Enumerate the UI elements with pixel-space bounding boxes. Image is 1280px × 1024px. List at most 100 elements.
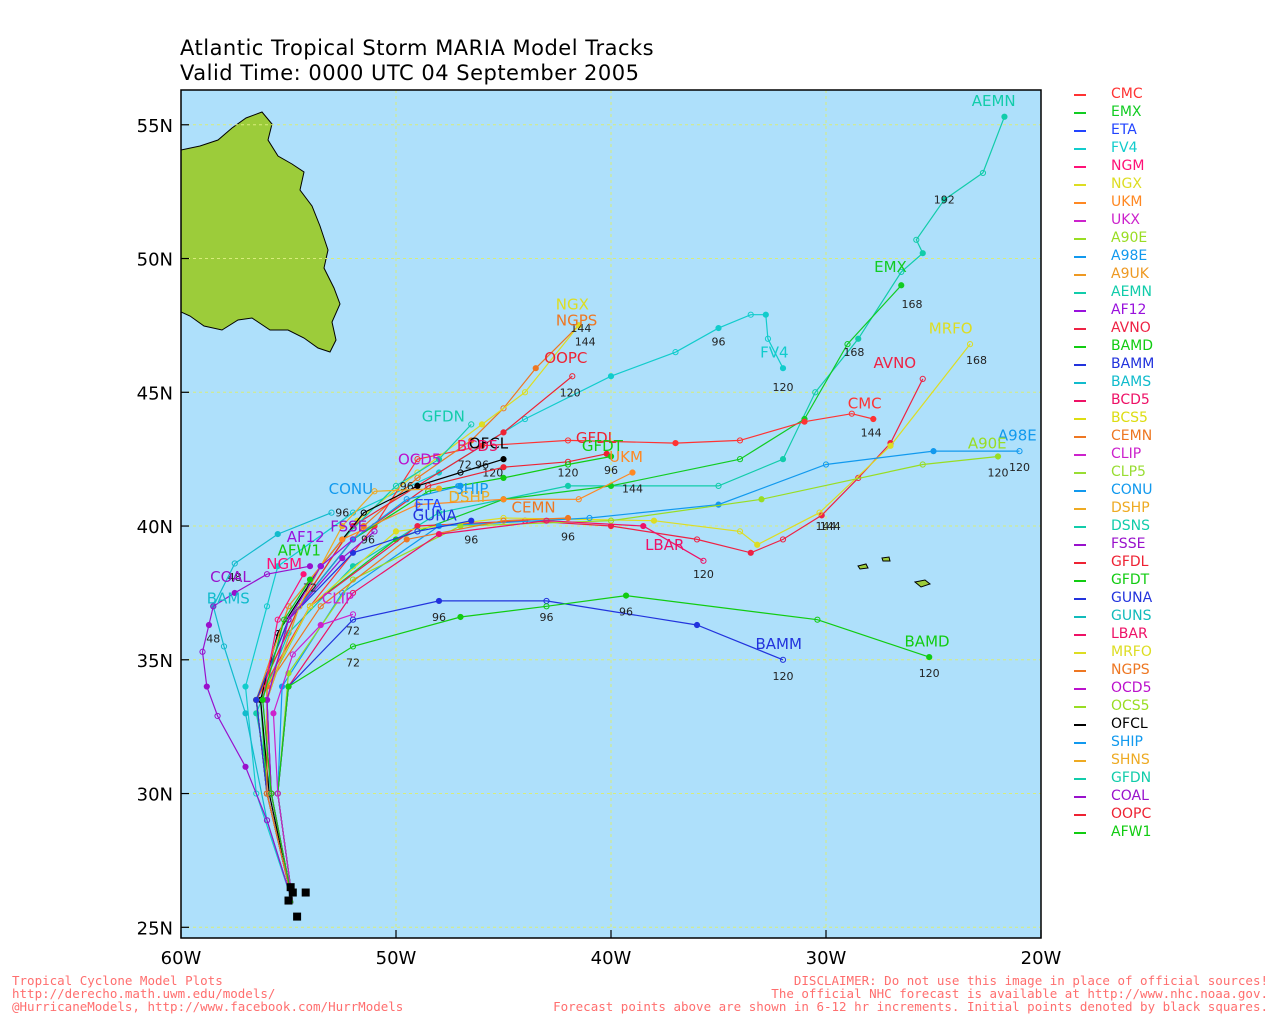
legend-label: ETA [1111,122,1137,138]
footer-url[interactable]: http://derecho.math.uwm.edu/models/ [12,986,276,1001]
forecast-point [754,541,761,548]
forecast-point [715,482,722,490]
forecast-point [468,517,475,524]
forecast-point [586,514,593,522]
legend-swatch [1074,94,1086,96]
legend-item-gfdt: GFDT [1074,572,1264,590]
forecast-hour-label: 96 [335,507,349,520]
forecast-hour-label: 96 [540,611,554,624]
forecast-point [500,474,507,481]
forecast-hour-label: 168 [843,346,864,359]
forecast-point [203,683,210,690]
forecast-point [270,710,277,717]
legend-item-aemn: AEMN [1074,284,1264,302]
forecast-hour-label: 48 [206,632,220,645]
footer-social[interactable]: @HurricaneModels, http://www.facebook.co… [12,999,404,1014]
model-label-lbar: LBAR [645,536,684,554]
legend-label: A9UK [1111,266,1149,282]
forecast-point [300,571,307,578]
legend-label: GFDN [1111,770,1152,786]
forecast-point [339,522,346,530]
model-label-ukm: UKM [609,448,643,466]
y-tick-label: 50N [137,250,173,271]
legend-label: NGPS [1111,662,1150,678]
forecast-hour-label: 96 [432,611,446,624]
legend-swatch [1074,436,1086,438]
legend-label: UKM [1111,194,1143,210]
forecast-point [622,592,630,599]
legend-swatch [1074,688,1086,690]
x-tick-label: 40W [591,948,632,969]
ocean-background [181,90,1041,938]
legend-label: DSNS [1111,518,1151,534]
forecast-point [816,509,823,516]
legend-item-lbar: LBAR [1074,626,1264,644]
legend-label: NGM [1111,158,1145,174]
forecast-point [564,514,572,522]
forecast-point [758,496,765,503]
model-label-afw1: AFW1 [278,541,321,559]
legend-swatch [1074,796,1086,798]
forecast-point [919,375,926,383]
legend-item-conu: CONU [1074,482,1264,500]
forecast-point [281,616,288,623]
forecast-point [360,509,367,516]
legend-swatch [1074,166,1086,168]
forecast-hour-label: 168 [902,298,923,311]
initial-point-square [301,888,310,897]
forecast-point [214,712,221,720]
legend-swatch [1074,364,1086,366]
legend-item-clp5: CLP5 [1074,464,1264,482]
forecast-point [414,501,421,508]
forecast-point [468,437,475,444]
forecast-point [693,536,701,543]
legend-label: BCD5 [1111,392,1150,408]
legend-swatch [1074,130,1086,132]
forecast-point [403,536,410,543]
forecast-point [848,410,855,417]
legend-item-bamd: BAMD [1074,338,1264,356]
forecast-point [199,648,206,655]
initial-point-square [286,883,295,892]
forecast-point [919,250,926,257]
model-label-oopc: OOPC [544,349,587,367]
legend-label: A90E [1111,230,1148,246]
forecast-point [715,324,722,332]
forecast-point [435,485,443,492]
forecast-point [500,429,507,436]
forecast-point [564,482,572,490]
legend-swatch [1074,292,1086,294]
model-label-gfdl: GFDL [576,429,617,447]
forecast-point [349,589,357,597]
forecast-point [966,341,974,348]
forecast-point [274,563,281,570]
legend-item-a9uk: A9UK [1074,266,1264,284]
y-tick-label: 55N [137,116,173,137]
legend-item-oopc: OOPC [1074,806,1264,824]
legend-label: GFDT [1111,572,1150,588]
legend-label: CMC [1111,86,1143,102]
azores-islands [857,556,932,588]
legend-swatch [1074,544,1086,546]
legend-item-gfdn: GFDN [1074,770,1264,788]
forecast-point [349,643,357,650]
forecast-point [263,603,271,610]
footer-title: Tropical Cyclone Model Plots [12,973,223,988]
forecast-point [263,571,271,578]
model-label-ofcl: OFCL [469,434,509,452]
forecast-point [543,603,550,610]
legend-swatch [1074,598,1086,600]
forecast-point [607,373,615,380]
forecast-point [274,790,281,797]
forecast-point [693,621,701,629]
forecast-point [289,651,296,658]
legend-swatch [1074,652,1086,654]
legend-swatch [1074,760,1086,762]
forecast-point [650,517,658,524]
legend-swatch [1074,616,1086,618]
legend-item-cmc: CMC [1074,86,1264,104]
forecast-hour-label: 144 [570,322,591,335]
legend-item-fsse: FSSE [1074,536,1264,554]
legend-swatch [1074,274,1086,276]
legend-item-emx: EMX [1074,104,1264,122]
